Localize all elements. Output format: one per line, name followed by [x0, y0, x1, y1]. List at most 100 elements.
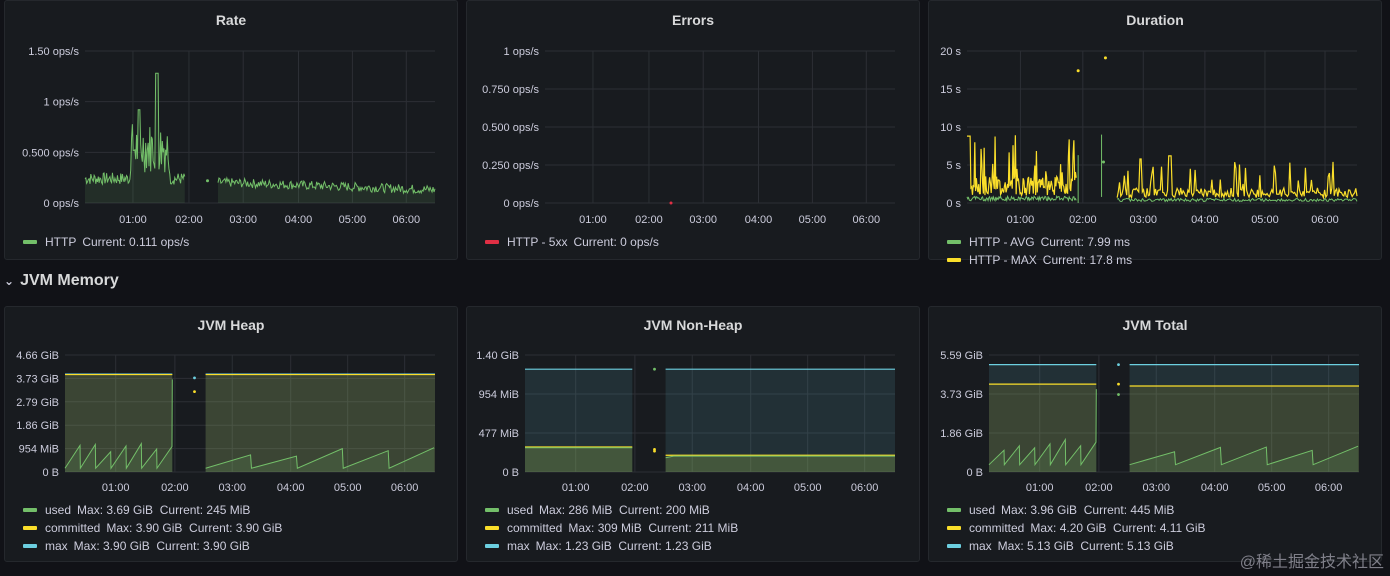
legend-swatch [23, 544, 37, 548]
x-tick-label: 06:00 [391, 482, 419, 494]
panel-jvm-nonheap[interactable]: JVM Non-Heap 1.40 GiB 954 MiB 477 MiB 0 B 01… [466, 306, 920, 562]
legend-item[interactable]: used Max: 3.96 GiB Current: 445 MiB [947, 501, 1206, 519]
grid [545, 50, 895, 204]
legend: HTTP - AVG Current: 7.99 ms HTTP - MAX Curr… [947, 233, 1132, 269]
series-area-committed [205, 374, 435, 472]
legend-label: used [969, 503, 996, 517]
x-tick-label: 02:00 [621, 482, 649, 494]
legend: HTTP - 5xx Current: 0 ops/s [485, 233, 659, 251]
series-area-used [205, 447, 435, 472]
legend-item[interactable]: HTTP Current: 0.111 ops/s [23, 233, 189, 251]
x-tick-label: 05:00 [339, 214, 367, 226]
series-line-http-avg [1116, 197, 1358, 203]
x-tick-label: 05:00 [794, 482, 822, 494]
y-tick-label: 0 ops/s [504, 198, 540, 210]
grid [525, 354, 895, 473]
x-tick-label: 01:00 [119, 214, 147, 226]
legend-item[interactable]: HTTP - 5xx Current: 0 ops/s [485, 233, 659, 251]
series-line-http-max [1116, 155, 1358, 200]
x-tick-label: 04:00 [1191, 214, 1219, 226]
x-tick-label: 05:00 [1258, 482, 1286, 494]
y-tick-label: 1.86 GiB [940, 428, 983, 440]
y-tick-label: 954 MiB [479, 389, 519, 401]
y-tick-label: 0 s [946, 198, 961, 210]
y-tick-label: 10 s [940, 122, 961, 134]
legend-label: max [969, 539, 992, 553]
legend-stats: Current: 7.99 ms [1040, 235, 1130, 249]
legend-item[interactable]: committed Max: 4.20 GiB Current: 4.11 GiB [947, 519, 1206, 537]
y-tick-label: 1.86 GiB [16, 420, 59, 432]
x-tick-label: 04:00 [1201, 482, 1229, 494]
legend-item[interactable]: HTTP - MAX Current: 17.8 ms [947, 251, 1132, 269]
panel-jvm-total[interactable]: JVM Total 5.59 GiB 3.73 GiB 1.86 GiB 0 B 01:… [928, 306, 1382, 562]
row-header-jvm-memory[interactable]: ⌄ JVM Memory [4, 272, 119, 290]
legend-stats: Current: 0 ops/s [573, 235, 659, 249]
data-point [193, 390, 196, 394]
duration-chart: 20 s 15 s 10 s 5 s 0 s 01:00 02:00 03:00 04:00 05… [940, 46, 1358, 226]
x-tick-label: 02:00 [635, 214, 663, 226]
legend: used Max: 3.96 GiB Current: 445 MiB commit… [947, 501, 1206, 555]
x-tick-label: 04:00 [745, 214, 773, 226]
row-title: JVM Memory [20, 272, 119, 289]
x-tick-label: 01:00 [562, 482, 590, 494]
x-tick-label: 01:00 [1026, 482, 1054, 494]
data-point [1117, 382, 1120, 386]
series-line-http [217, 176, 436, 195]
x-tick-label: 05:00 [799, 214, 827, 226]
x-tick-label: 05:00 [1251, 214, 1279, 226]
x-tick-label: 02:00 [1069, 214, 1097, 226]
data-point [1117, 393, 1120, 396]
x-tick-label: 06:00 [1315, 482, 1343, 494]
panel-jvm-heap[interactable]: JVM Heap 4.66 GiB 3.73 GiB 2.79 GiB 1.86 Gi… [4, 306, 458, 562]
x-tick-label: 03:00 [218, 482, 246, 494]
x-tick-label: 02:00 [175, 214, 203, 226]
y-tick-label: 5.59 GiB [940, 350, 983, 362]
legend-item[interactable]: used Max: 286 MiB Current: 200 MiB [485, 501, 738, 519]
x-tick-label: 02:00 [1085, 482, 1113, 494]
legend-item[interactable]: committed Max: 309 MiB Current: 211 MiB [485, 519, 738, 537]
series-line-used [665, 455, 895, 459]
legend: HTTP Current: 0.111 ops/s [23, 233, 189, 251]
legend-label: max [507, 539, 530, 553]
x-tick-label: 04:00 [737, 482, 765, 494]
jvm-nonheap-chart: 1.40 GiB 954 MiB 477 MiB 0 B 01:00 02:00 03:00… [476, 350, 895, 494]
panel-title: Rate [215, 12, 247, 28]
legend-swatch [947, 508, 961, 512]
series-area-used [989, 389, 1097, 472]
y-tick-label: 0 B [42, 467, 59, 479]
series-line-http-max [967, 135, 1077, 198]
legend-item[interactable]: max Max: 3.90 GiB Current: 3.90 GiB [23, 537, 282, 555]
legend-item[interactable]: HTTP - AVG Current: 7.99 ms [947, 233, 1132, 251]
x-tick-label: 02:00 [161, 482, 189, 494]
watermark: @稀土掘金技术社区 [1239, 554, 1384, 571]
legend-swatch [485, 508, 499, 512]
y-tick-label: 1.40 GiB [476, 350, 519, 362]
legend-label: max [45, 539, 68, 553]
legend-stats: Current: 17.8 ms [1042, 253, 1133, 267]
legend-label: HTTP - 5xx [507, 235, 568, 249]
jvm-total-chart: 5.59 GiB 3.73 GiB 1.86 GiB 0 B 01:00 02:00 03:… [940, 350, 1359, 494]
data-point [1117, 363, 1120, 367]
x-tick-label: 01:00 [1007, 214, 1035, 226]
series-area-max [525, 369, 633, 472]
grid [967, 50, 1357, 204]
panel-title: Duration [1126, 12, 1184, 28]
legend-item[interactable]: used Max: 3.69 GiB Current: 245 MiB [23, 501, 282, 519]
y-tick-label: 4.66 GiB [16, 350, 59, 362]
legend-item[interactable]: max Max: 1.23 GiB Current: 1.23 GiB [485, 537, 738, 555]
panel-errors[interactable]: Errors 1 ops/s 0.750 ops/s 0.500 ops/s 0.25… [466, 0, 920, 260]
chevron-down-icon[interactable]: ⌄ [4, 274, 15, 288]
legend-stats: Max: 309 MiB Current: 211 MiB [568, 521, 739, 535]
y-tick-label: 0.500 ops/s [482, 122, 539, 134]
legend-item[interactable]: committed Max: 3.90 GiB Current: 3.90 GiB [23, 519, 282, 537]
legend-item[interactable]: max Max: 5.13 GiB Current: 5.13 GiB [947, 537, 1206, 555]
y-tick-label: 2.79 GiB [16, 397, 59, 409]
y-tick-label: 1 ops/s [44, 97, 80, 109]
x-tick-label: 03:00 [229, 214, 257, 226]
y-tick-label: 477 MiB [479, 428, 519, 440]
panel-duration[interactable]: Duration 20 s 15 s 10 s 5 s 0 s 01:00 02:00 03:… [928, 0, 1382, 267]
grid [85, 50, 435, 204]
legend-label: HTTP - AVG [969, 235, 1035, 249]
x-tick-label: 06:00 [853, 214, 881, 226]
panel-rate[interactable]: Rate 1.50 ops/s 1 ops/s 0.500 ops/s 0 ops/s… [4, 0, 458, 260]
